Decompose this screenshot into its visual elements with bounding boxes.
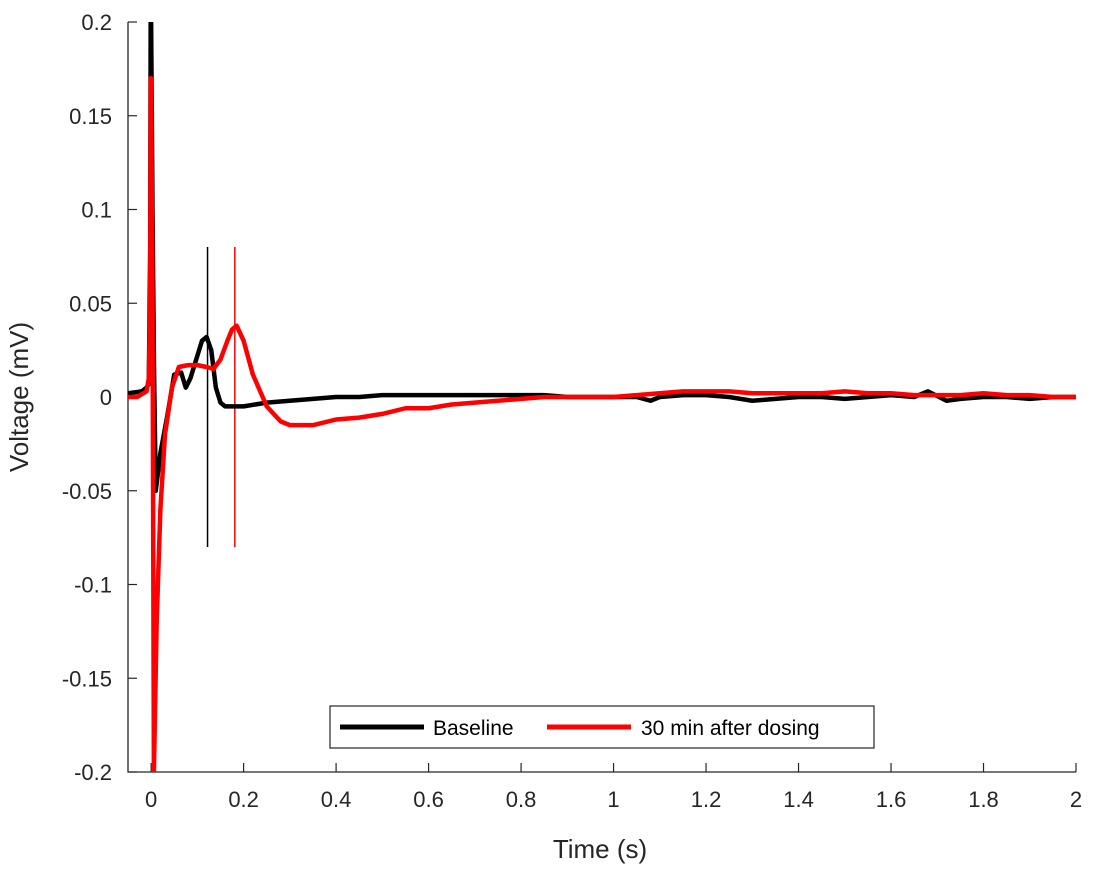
axes-layer: 0 0.2 0.4 0.6 0.8 1 1.2 1.4 1.6 1.8 2 -0.2 -0.15 -0.1… [62, 10, 1082, 812]
x-axis-label: Time (s) [553, 834, 647, 864]
x-tick-label: 1.6 [876, 787, 907, 812]
x-tick-label: 1.8 [968, 787, 999, 812]
y-tick-label: 0.1 [81, 198, 112, 223]
x-tick-label: 0 [145, 787, 157, 812]
x-tick-label: 0.8 [506, 787, 537, 812]
y-axis-label: Voltage (mV) [4, 322, 34, 472]
series-line-0 [128, 22, 1076, 493]
series-layer [128, 22, 1076, 772]
x-tick-label: 2 [1070, 787, 1082, 812]
markers-layer [206, 247, 236, 547]
y-tick-label: -0.05 [62, 479, 112, 504]
x-tick-label: 1.4 [783, 787, 814, 812]
x-tick-label: 0.6 [413, 787, 444, 812]
y-tick-label: -0.1 [74, 573, 112, 598]
x-tick-label: 0.4 [321, 787, 352, 812]
legend-label-1: 30 min after dosing [641, 717, 820, 740]
legend: Baseline 30 min after dosing [329, 705, 875, 749]
y-tick-label: 0.2 [81, 10, 112, 35]
series-line-1 [128, 76, 1076, 772]
legend-label-0: Baseline [433, 717, 514, 740]
y-tick-label: -0.15 [62, 666, 112, 691]
y-tick-label: 0.05 [69, 291, 112, 316]
y-tick-label: -0.2 [74, 760, 112, 785]
x-tick-label: 1 [607, 787, 619, 812]
x-tick-label: 1.2 [691, 787, 722, 812]
y-tick-label: 0 [100, 385, 112, 410]
x-tick-label: 0.2 [228, 787, 259, 812]
y-tick-label: 0.15 [69, 104, 112, 129]
